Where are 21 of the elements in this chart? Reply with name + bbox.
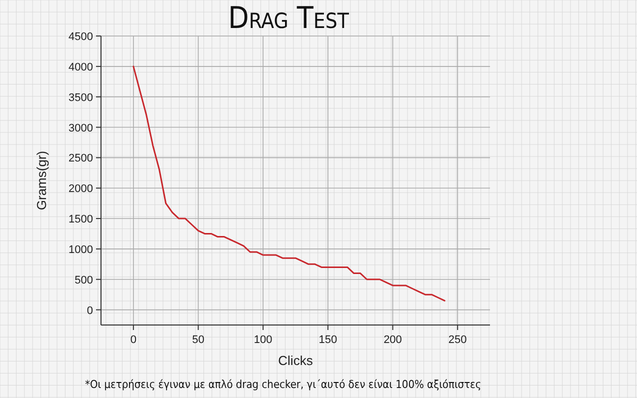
y-tick-label: 3000 (68, 122, 93, 134)
chart-title: Drag Test (228, 1, 350, 36)
y-tick-label: 1000 (68, 244, 93, 256)
x-tick-label: 250 (448, 334, 467, 346)
y-tick-label: 2500 (68, 152, 93, 165)
line-series (132, 66, 446, 302)
y-tick-label: 1500 (68, 214, 93, 226)
x-tick-label: 50 (192, 334, 204, 346)
x-tick-label: 100 (254, 334, 272, 346)
x-tick-label: 200 (384, 334, 402, 346)
y-tick-label: 3500 (68, 92, 93, 104)
y-tick-label: 500 (74, 274, 93, 286)
y-tick-label: 0 (86, 304, 93, 317)
y-tick-label: 4500 (68, 31, 93, 43)
y-axis-title: Grams(gr) (34, 150, 49, 210)
x-axis-title: Clicks (278, 353, 314, 368)
y-tick-label: 2000 (68, 183, 93, 196)
text: *Οι μετρήσεις έγιναν με απλό drag checker, γι΄αυτό δεν είναι 100% αξιόπιστες (85, 378, 482, 391)
x-tick-label: 0 (130, 334, 136, 346)
y-tick-label: 4000 (68, 61, 93, 74)
x-tick-label: 150 (318, 334, 338, 346)
